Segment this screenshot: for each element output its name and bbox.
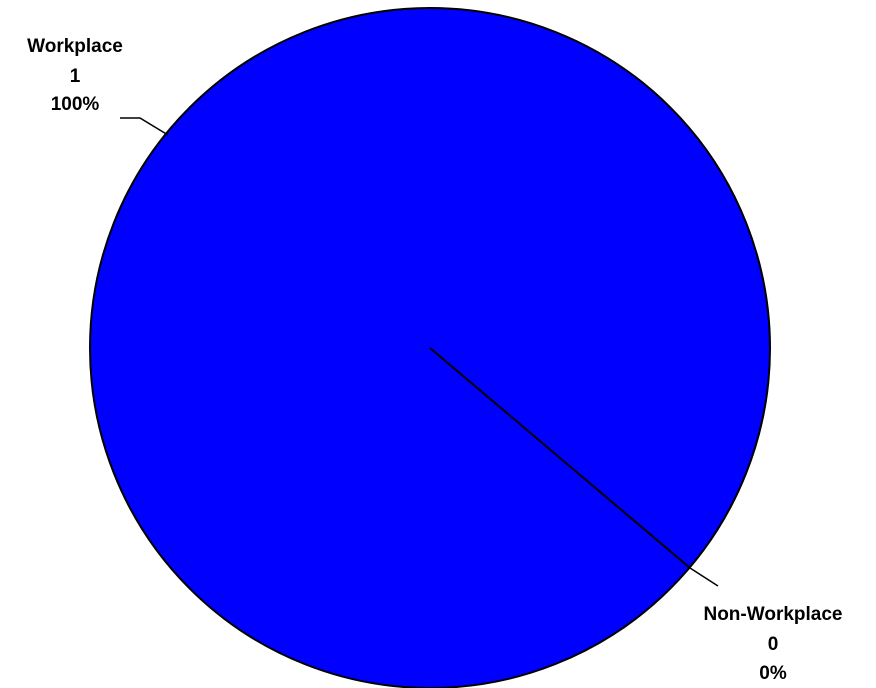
- slice-value: 1: [70, 66, 81, 87]
- pie: [89, 7, 771, 688]
- leader-line: [689, 567, 719, 587]
- slice-percent: 0%: [759, 663, 787, 684]
- slice-value: 0: [768, 634, 779, 655]
- slice-label: Workplace: [27, 36, 123, 57]
- pie-slice: [429, 347, 691, 569]
- slice-percent: 100%: [51, 94, 100, 115]
- slice-label: Non-Workplace: [703, 604, 842, 625]
- leader-line: [120, 117, 169, 136]
